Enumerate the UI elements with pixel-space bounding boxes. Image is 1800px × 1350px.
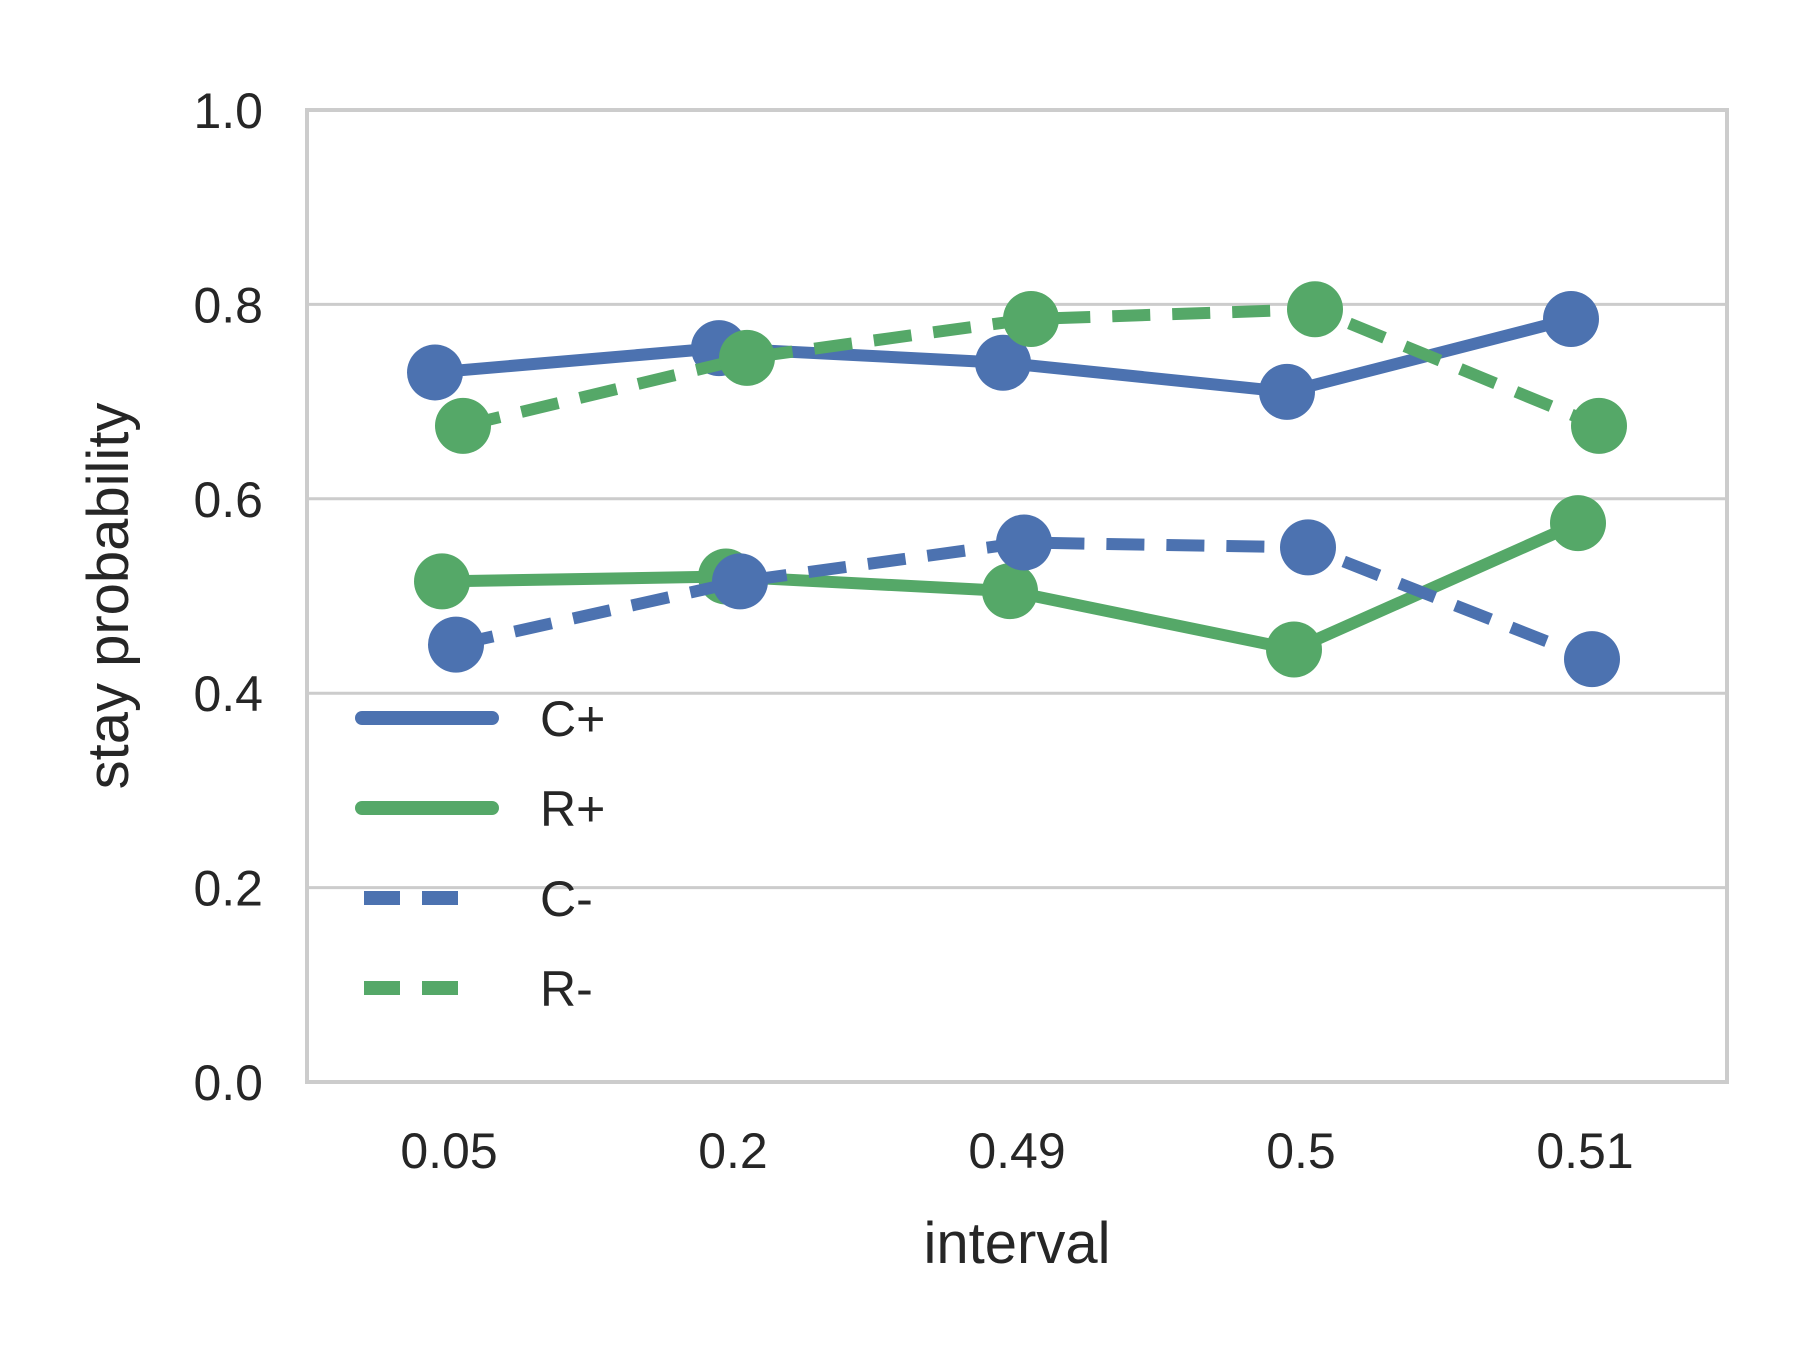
y-tick-label: 0.4 (193, 666, 263, 722)
data-point (1287, 281, 1343, 338)
x-tick-label: 0.05 (400, 1123, 497, 1179)
legend-item: R- (364, 961, 593, 1017)
legend-item: R+ (355, 781, 605, 837)
y-tick-label: 1.0 (193, 83, 263, 139)
data-point (996, 514, 1052, 571)
data-point (414, 553, 470, 610)
data-point (1550, 495, 1606, 552)
data-point (1266, 621, 1322, 678)
data-point (1280, 519, 1336, 576)
x-tick-labels: 0.05 0.2 0.49 0.5 0.51 (400, 1123, 1633, 1179)
y-tick-label: 0.0 (193, 1055, 263, 1111)
data-point (1003, 290, 1059, 347)
y-axis-label: stay probability (76, 403, 141, 790)
series-C- (428, 514, 1620, 688)
x-tick-label: 0.51 (1536, 1123, 1633, 1179)
legend-item: C+ (355, 691, 605, 747)
legend-label: R- (540, 961, 593, 1017)
data-point (428, 616, 484, 673)
data-point (407, 344, 463, 401)
data-point (1259, 363, 1315, 420)
plot-frame (305, 108, 1729, 1084)
x-tick-label: 0.49 (968, 1123, 1065, 1179)
y-tick-labels: 0.0 0.2 0.4 0.6 0.8 1.0 (193, 83, 263, 1111)
data-point (712, 553, 768, 610)
legend-label: C+ (540, 691, 605, 747)
x-axis-label: interval (924, 1211, 1111, 1276)
series-R- (435, 281, 1627, 454)
series-layer (407, 281, 1627, 688)
data-point (975, 334, 1031, 391)
y-tick-label: 0.6 (193, 472, 263, 528)
data-point (1564, 631, 1620, 688)
data-point (982, 563, 1038, 620)
y-tick-label: 0.2 (193, 861, 263, 917)
legend-item: C- (364, 871, 593, 927)
series-line (461, 303, 1602, 432)
data-point (1543, 290, 1599, 347)
legend-label: R+ (540, 781, 605, 837)
y-tick-label: 0.8 (193, 277, 263, 333)
legend: C+ R+ C- R- (355, 691, 605, 1017)
data-point (719, 329, 775, 386)
legend-label: C- (540, 871, 593, 927)
data-point (1571, 397, 1627, 454)
data-point (435, 397, 491, 454)
x-tick-label: 0.5 (1266, 1123, 1336, 1179)
x-tick-label: 0.2 (698, 1123, 768, 1179)
